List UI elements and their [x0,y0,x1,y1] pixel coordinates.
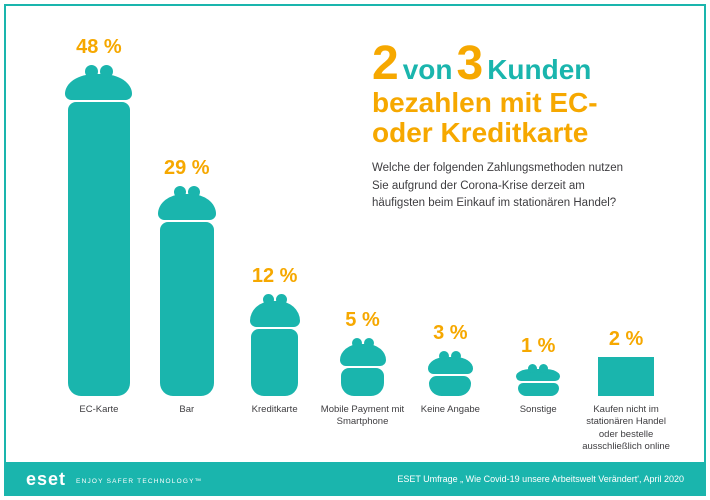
purse-flap [65,74,133,100]
bar-category-label: Sonstige [519,404,557,415]
purse-body [159,222,214,396]
purse-clasp-icon [84,65,113,78]
clasp-ball-icon [351,338,362,348]
purse-clasp-icon [528,364,549,373]
purse-flap [427,357,473,374]
bar-category-label: Kaufen nicht im stationären Handel oder … [582,404,670,453]
bar-value-label: 48 % [76,36,122,58]
bar-category-label: Mobile Payment mit Smartphone [320,404,405,428]
survey-question-line: Sie aufgrund der Corona-Krise derzeit am [372,179,585,192]
purse-body [67,102,131,396]
purse-clasp-icon [351,338,374,348]
headline-word-von: von [402,54,453,85]
bar-value-label: 29 % [163,157,210,179]
purse-body [341,368,384,396]
purse-body [251,329,298,396]
eset-tagline: ENJOY SAFER TECHNOLOGY™ [76,478,203,485]
bar-value-label: 3 % [433,322,468,344]
bar-category-label: Bar [179,404,195,415]
clasp-ball-icon [173,186,186,198]
bar-category-label: Keine Angabe [420,404,480,415]
bar-column: 1 % Sonstige [494,28,582,415]
clasp-ball-icon [262,294,274,305]
chart-area: 48 % EC-Karte 29 % Bar 12 % Kreditkarte 5 % Mob… [55,28,670,452]
clasp-ball-icon [539,364,549,373]
purse-bar [65,65,133,396]
headline-number-2: 2 [372,37,399,90]
purse-body [429,376,472,396]
clasp-ball-icon [187,186,200,198]
survey-question-line: häufigsten beim Einkauf im stationären H… [372,196,617,209]
survey-question-line: Welche der folgenden Zahlungsmethoden nu… [372,162,624,175]
footer-bar: eset ENJOY SAFER TECHNOLOGY™ ESET Umfrag… [4,462,706,496]
bar-column: 5 % Mobile Payment mit Smartphone [319,28,407,427]
headline-word-kunden: Kunden [487,54,592,85]
purse-bar [516,364,561,396]
bar-column: 3 % Keine Angabe [406,28,494,415]
purse-bar [427,351,473,396]
clasp-ball-icon [439,351,450,361]
headline-line-1: 2 von3 Kunden [372,40,677,88]
bar-category-label: Kreditkarte [251,404,298,415]
survey-question: Welche der folgenden Zahlungsmethoden nu… [372,160,677,212]
bar-value-label: 5 % [345,309,380,331]
purse-flap [339,344,386,366]
headline-number-3: 3 [456,37,484,90]
purse-flap [249,301,300,327]
bar-value-label: 2 % [608,328,644,350]
clasp-ball-icon [451,351,462,361]
bar-column: 48 % EC-Karte [55,28,143,415]
bar-value-label: 1 % [520,335,556,357]
purse-clasp-icon [262,294,287,305]
purse-body [517,383,559,396]
online-rect-bar [598,357,655,396]
source-text: ESET Umfrage „ Wie Covid-19 unsere Arbei… [397,474,684,484]
clasp-ball-icon [363,338,374,348]
eset-logo: eset [26,468,67,489]
bar-column: 12 % Kreditkarte [231,28,319,415]
purse-bar [339,338,386,396]
bar-column: 29 % Bar [143,28,231,415]
bar-column: 2 % Kaufen nicht im stationären Handel od… [582,28,670,452]
clasp-ball-icon [99,65,113,78]
purse-flap [157,194,216,220]
purse-bar [249,294,300,396]
clasp-ball-icon [84,65,98,78]
headline: 2 von3 Kunden bezahlen mit EC- oder Kredit… [372,40,677,212]
purse-bar [157,186,216,396]
purse-clasp-icon [439,351,462,361]
bar-category-label: EC-Karte [79,404,119,415]
headline-line-3: oder Kreditkarte [372,117,589,149]
clasp-ball-icon [528,364,538,373]
clasp-ball-icon [275,294,287,305]
purse-flap [516,369,561,381]
bar-value-label: 12 % [251,265,298,287]
headline-line-2: bezahlen mit EC- [372,87,598,118]
purse-clasp-icon [173,186,200,198]
